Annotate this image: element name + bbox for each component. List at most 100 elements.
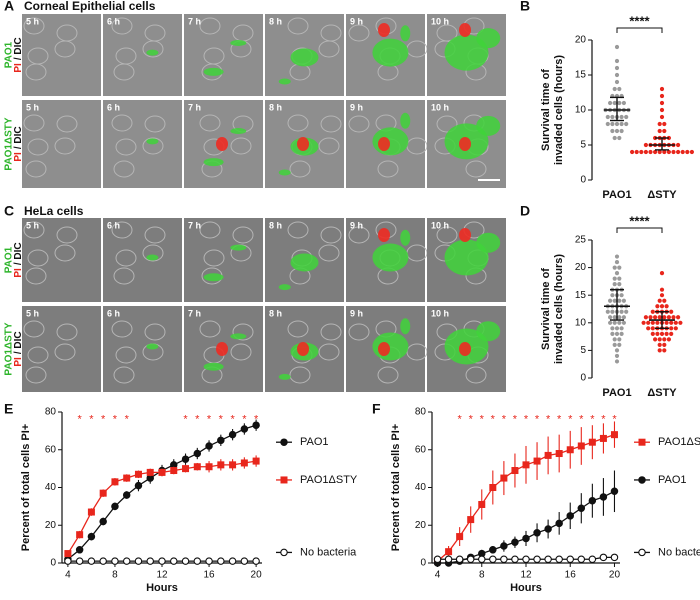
panel-label: D (520, 203, 530, 219)
dot (664, 331, 669, 336)
significance: * (113, 414, 118, 426)
significance: * (568, 414, 573, 426)
dot (657, 337, 662, 342)
cell-outline (232, 323, 254, 341)
dot (689, 149, 695, 155)
data-point (478, 500, 486, 508)
dot (655, 320, 660, 325)
dot (659, 287, 665, 292)
data-point (467, 516, 475, 524)
cell-outline (318, 137, 340, 155)
bacteria-signal (290, 48, 319, 67)
channel: / DIC (13, 331, 24, 354)
row-label-stain: PI / DIC (13, 331, 24, 366)
dot (621, 298, 627, 303)
dot (666, 315, 672, 320)
data-point (217, 557, 225, 565)
cell-outline (318, 343, 340, 361)
micrograph (22, 100, 101, 188)
dot (619, 326, 624, 331)
dot (614, 326, 620, 331)
row-label-strain: PAO1 (4, 41, 15, 68)
significance: * (469, 414, 474, 426)
dot (673, 320, 678, 325)
pi-signal (459, 23, 471, 37)
data-point (170, 467, 178, 475)
channel: / DIC (13, 242, 24, 265)
dot (612, 315, 617, 320)
y-axis-label: Percent of total cells PI+ (390, 424, 402, 551)
data-point (87, 508, 95, 516)
bacteria-signal (230, 333, 247, 340)
dot (657, 342, 662, 347)
significance: * (601, 414, 606, 426)
data-point (522, 461, 530, 469)
cell-outline (111, 221, 133, 239)
x-tick-label: 12 (156, 570, 168, 581)
legend-marker (280, 476, 288, 484)
dot (619, 114, 624, 120)
data-point (64, 550, 72, 558)
data-point (500, 555, 508, 563)
cell-outline (25, 267, 47, 285)
time-label: 7 h (188, 102, 201, 112)
dot (657, 348, 662, 353)
panel-label: C (4, 203, 14, 219)
data-point (205, 463, 213, 471)
cell-outline (27, 47, 49, 65)
data-point (240, 459, 248, 467)
row-label-stain: PI / DIC (13, 37, 24, 72)
dot (666, 337, 672, 342)
significance-bracket (616, 27, 663, 33)
y-tick-label: 10 (575, 317, 587, 328)
dot (614, 72, 620, 78)
y-tick-label: 25 (575, 235, 587, 246)
legend-label: PAO1 (658, 474, 687, 486)
cell-outline (56, 323, 78, 341)
dot (614, 44, 620, 50)
time-label: 9 h (350, 16, 363, 26)
cell-outline (320, 115, 342, 133)
x-tick-label: PAO1 (602, 189, 631, 201)
data-point (577, 442, 585, 450)
cell-outline (348, 24, 370, 42)
significance: * (480, 414, 485, 426)
dot (653, 337, 658, 342)
data-point (566, 446, 574, 454)
bacteria-signal (146, 49, 159, 56)
data-point (134, 481, 143, 490)
cell-outline (142, 137, 164, 155)
dot (653, 315, 658, 320)
cell-outline (436, 24, 458, 42)
dot (617, 86, 622, 92)
bacteria-signal (230, 244, 247, 251)
data-point (588, 555, 597, 563)
bacteria-signal (400, 318, 411, 335)
cell-outline (27, 249, 49, 267)
pi-signal (216, 342, 228, 356)
micrograph (103, 306, 182, 392)
cell-outline (348, 115, 370, 133)
pi-signal (378, 342, 390, 356)
y-tick-label: 40 (415, 482, 427, 493)
cell-outline (465, 160, 487, 178)
x-tick-label: ΔSTY (647, 189, 677, 201)
dot (659, 100, 665, 106)
row-label-stain: PI / DIC (13, 126, 24, 161)
dot (650, 309, 655, 314)
y-tick-label: 60 (415, 444, 427, 455)
dot (659, 107, 665, 113)
cell-outline (25, 366, 47, 384)
y-axis-label: Survival time of (540, 69, 552, 151)
dot (610, 293, 615, 298)
y-axis-label: Survival time of (540, 268, 552, 350)
dot (657, 121, 662, 127)
dot (662, 348, 667, 353)
dot (669, 326, 674, 331)
bacteria-signal (400, 25, 411, 42)
significance: * (219, 414, 224, 426)
significance: * (101, 414, 106, 426)
cell-outline (348, 226, 370, 244)
data-point (111, 502, 119, 511)
cell-outline (199, 221, 221, 239)
